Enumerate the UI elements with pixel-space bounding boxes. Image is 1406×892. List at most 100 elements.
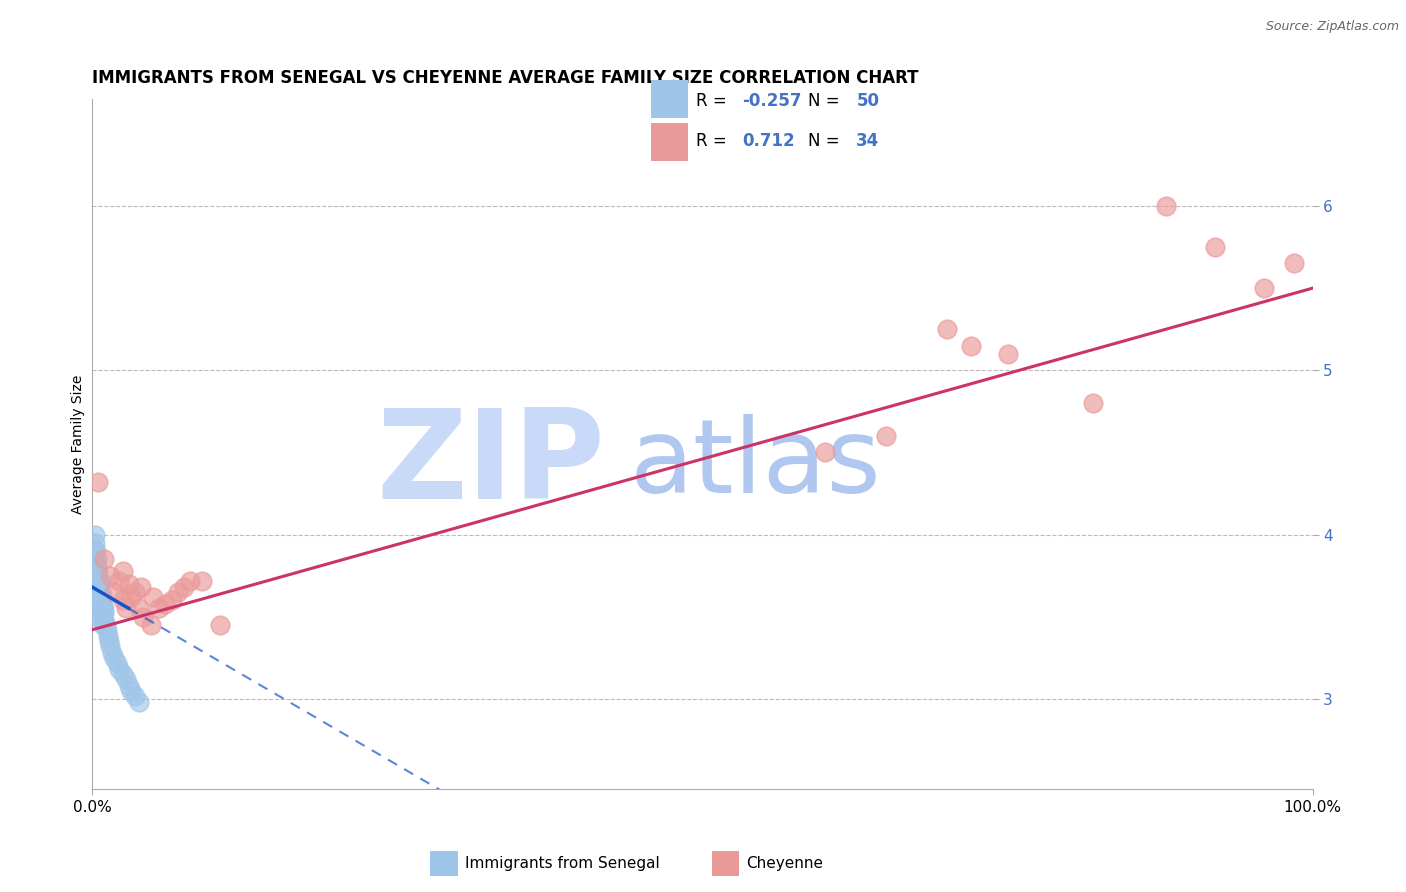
Point bbox=[1081, 396, 1104, 410]
Point bbox=[124, 689, 146, 703]
Point bbox=[82, 552, 104, 566]
Point bbox=[97, 629, 120, 643]
Point bbox=[191, 574, 214, 588]
Text: ZIP: ZIP bbox=[375, 404, 605, 525]
Text: 50: 50 bbox=[856, 92, 879, 110]
Point bbox=[90, 590, 112, 604]
Point bbox=[86, 566, 108, 581]
Point bbox=[84, 564, 107, 578]
Point bbox=[160, 593, 183, 607]
Point bbox=[91, 590, 114, 604]
Point bbox=[103, 650, 125, 665]
Point bbox=[91, 601, 114, 615]
Point bbox=[91, 601, 114, 615]
Point bbox=[90, 585, 112, 599]
Point bbox=[90, 593, 112, 607]
Text: R =: R = bbox=[696, 132, 737, 150]
Point bbox=[96, 623, 118, 637]
Point bbox=[1204, 240, 1226, 254]
Point bbox=[111, 593, 134, 607]
Point bbox=[960, 338, 983, 352]
Point bbox=[115, 672, 138, 686]
Point bbox=[166, 585, 188, 599]
Text: -0.257: -0.257 bbox=[742, 92, 801, 110]
Point bbox=[1284, 256, 1306, 270]
Point bbox=[91, 609, 114, 624]
Point bbox=[173, 580, 195, 594]
Text: N =: N = bbox=[808, 132, 845, 150]
Text: Source: ZipAtlas.com: Source: ZipAtlas.com bbox=[1265, 20, 1399, 33]
Point bbox=[128, 601, 150, 615]
Point bbox=[93, 613, 115, 627]
Point bbox=[87, 574, 110, 588]
Point bbox=[997, 347, 1019, 361]
Point bbox=[111, 564, 134, 578]
Point bbox=[86, 560, 108, 574]
Point bbox=[179, 574, 201, 588]
Point bbox=[83, 527, 105, 541]
Point bbox=[83, 535, 105, 549]
Point bbox=[105, 656, 128, 670]
Point bbox=[86, 574, 108, 588]
Text: Cheyenne: Cheyenne bbox=[747, 856, 824, 871]
Point bbox=[1253, 281, 1275, 295]
Point bbox=[93, 607, 115, 621]
Point bbox=[89, 590, 111, 604]
Point bbox=[89, 580, 111, 594]
Point bbox=[84, 557, 107, 571]
Point bbox=[118, 679, 141, 693]
Point bbox=[83, 547, 105, 561]
Point bbox=[142, 590, 165, 604]
Point bbox=[93, 601, 115, 615]
Point bbox=[108, 662, 131, 676]
Point bbox=[91, 597, 114, 611]
Point bbox=[89, 585, 111, 599]
Point bbox=[87, 609, 110, 624]
Point bbox=[98, 634, 121, 648]
Point bbox=[100, 568, 122, 582]
Point bbox=[82, 541, 104, 555]
Point bbox=[120, 590, 142, 604]
Point bbox=[1156, 199, 1178, 213]
Y-axis label: Average Family Size: Average Family Size bbox=[72, 375, 86, 514]
Text: IMMIGRANTS FROM SENEGAL VS CHEYENNE AVERAGE FAMILY SIZE CORRELATION CHART: IMMIGRANTS FROM SENEGAL VS CHEYENNE AVER… bbox=[93, 69, 918, 87]
Point bbox=[90, 597, 112, 611]
Bar bbox=[651, 80, 688, 119]
Text: atlas: atlas bbox=[630, 415, 882, 516]
Point bbox=[139, 618, 162, 632]
Point bbox=[84, 544, 107, 558]
Point bbox=[93, 552, 115, 566]
Point bbox=[87, 566, 110, 581]
Point bbox=[813, 445, 835, 459]
Point bbox=[129, 580, 152, 594]
Point bbox=[209, 618, 232, 632]
Text: R =: R = bbox=[696, 92, 733, 110]
Point bbox=[94, 618, 117, 632]
Point bbox=[935, 322, 957, 336]
Point bbox=[155, 597, 177, 611]
Point bbox=[111, 667, 134, 681]
Point bbox=[103, 585, 125, 599]
Text: N =: N = bbox=[808, 92, 845, 110]
Point bbox=[124, 585, 146, 599]
Point bbox=[91, 607, 114, 621]
Point bbox=[100, 646, 122, 660]
Point bbox=[120, 683, 142, 698]
Point bbox=[875, 429, 897, 443]
Point bbox=[128, 695, 150, 709]
Text: 0.712: 0.712 bbox=[742, 132, 794, 150]
Point bbox=[89, 574, 111, 588]
Point bbox=[132, 609, 155, 624]
Bar bbox=[651, 123, 688, 161]
Point bbox=[108, 574, 131, 588]
Point bbox=[89, 601, 111, 615]
Point bbox=[87, 580, 110, 594]
Text: 34: 34 bbox=[856, 132, 880, 150]
Point bbox=[100, 639, 122, 653]
Point bbox=[91, 618, 114, 632]
Point bbox=[148, 601, 170, 615]
Point bbox=[87, 475, 110, 489]
Point bbox=[115, 601, 138, 615]
Point bbox=[118, 576, 141, 591]
Text: Immigrants from Senegal: Immigrants from Senegal bbox=[465, 856, 661, 871]
